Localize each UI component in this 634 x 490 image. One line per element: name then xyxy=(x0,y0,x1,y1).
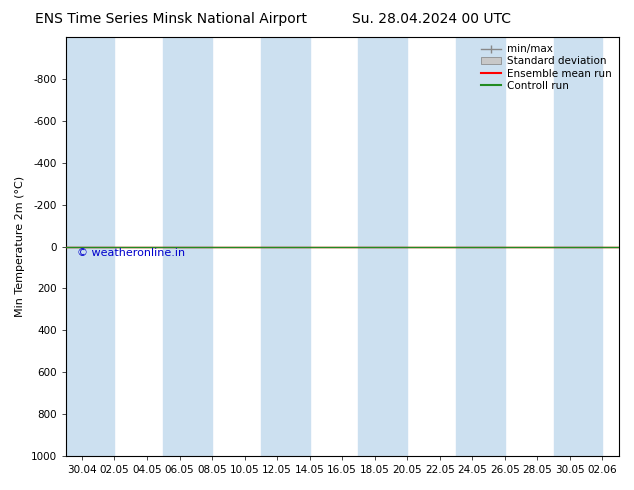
Bar xyxy=(261,37,309,456)
Bar xyxy=(553,37,602,456)
Text: Su. 28.04.2024 00 UTC: Su. 28.04.2024 00 UTC xyxy=(352,12,510,26)
Legend: min/max, Standard deviation, Ensemble mean run, Controll run: min/max, Standard deviation, Ensemble me… xyxy=(479,42,614,93)
Text: © weatheronline.in: © weatheronline.in xyxy=(77,248,185,258)
Bar xyxy=(358,37,407,456)
Bar xyxy=(66,37,115,456)
Text: ENS Time Series Minsk National Airport: ENS Time Series Minsk National Airport xyxy=(35,12,307,26)
Bar xyxy=(164,37,212,456)
Bar xyxy=(456,37,505,456)
Y-axis label: Min Temperature 2m (°C): Min Temperature 2m (°C) xyxy=(15,176,25,317)
